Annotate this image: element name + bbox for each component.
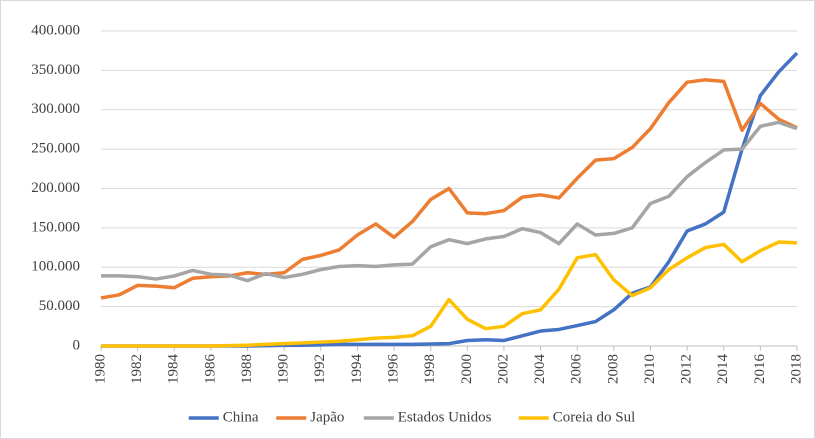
x-tick-label: 1984 — [166, 354, 182, 385]
y-tick-label: 50.000 — [39, 298, 80, 314]
legend-label: Coreia do Sul — [553, 409, 636, 425]
series-line — [100, 78, 798, 300]
x-tick-label: 1988 — [239, 354, 255, 384]
x-tick-label: 1982 — [129, 354, 145, 384]
legend-label: Japão — [310, 409, 344, 425]
x-tick-label: 1998 — [422, 354, 438, 384]
legend-label: China — [223, 409, 259, 425]
series-line — [101, 120, 798, 283]
x-tick-label: 2010 — [642, 354, 658, 384]
x-tick-label: 2016 — [752, 354, 768, 385]
x-tick-label: 1996 — [385, 354, 401, 385]
x-tick-label: 2008 — [605, 354, 621, 384]
x-tick-label: 1986 — [202, 354, 218, 385]
x-tick-label: 2004 — [532, 354, 548, 385]
y-tick-label: 150.000 — [31, 219, 80, 235]
y-tick-label: 0 — [73, 337, 81, 353]
y-tick-label: 400.000 — [31, 22, 80, 38]
x-tick-label: 1990 — [276, 354, 292, 384]
y-tick-label: 250.000 — [31, 141, 80, 157]
legend-label: Estados Unidos — [398, 409, 492, 425]
x-tick-label: 2000 — [459, 354, 475, 384]
y-tick-label: 100.000 — [31, 259, 80, 275]
x-tick-label: 2018 — [788, 354, 804, 384]
x-tick-label: 1994 — [349, 354, 365, 385]
x-tick-label: 1992 — [312, 354, 328, 384]
y-tick-label: 350.000 — [31, 62, 80, 78]
x-tick-label: 2006 — [569, 354, 585, 385]
x-tick-label: 1980 — [92, 354, 108, 384]
y-tick-label: 300.000 — [31, 101, 80, 117]
y-tick-label: 200.000 — [31, 180, 80, 196]
x-tick-label: 2014 — [715, 354, 731, 385]
x-tick-label: 2012 — [679, 354, 695, 384]
x-tick-label: 2002 — [495, 354, 511, 384]
series-line — [101, 240, 798, 348]
